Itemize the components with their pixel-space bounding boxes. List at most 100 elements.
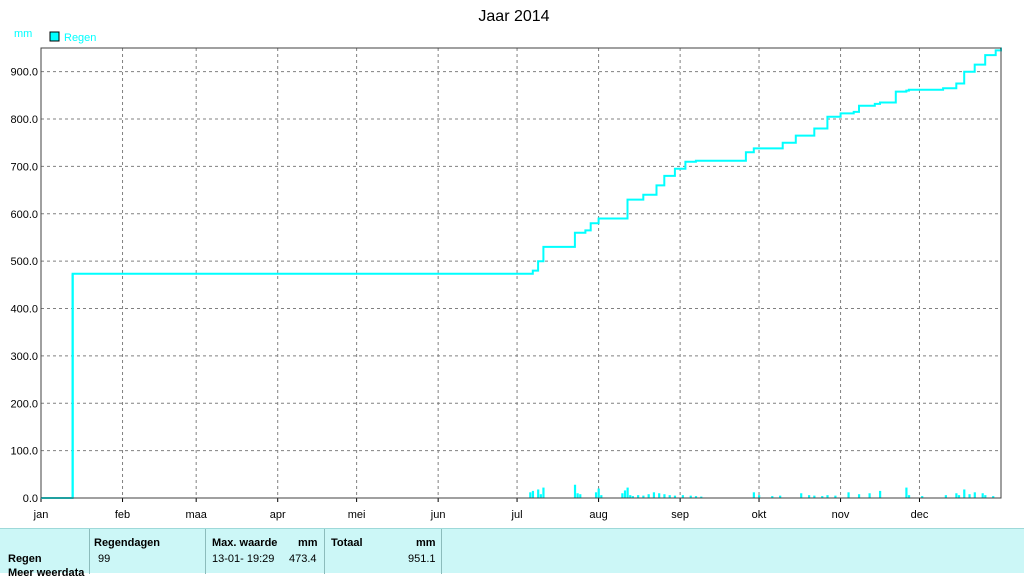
daily-rain-bar [813,495,816,498]
daily-rain-bar [821,496,824,498]
daily-rain-bar [597,488,600,498]
daily-rain-bar [668,495,671,498]
totaal-header: Totaal [331,537,363,549]
daily-rain-bar [647,494,650,498]
daily-rain-bar [857,494,861,498]
daily-rain-bar [537,489,540,498]
y-tick-label: 100.0 [10,446,38,458]
daily-rain-bar [879,490,882,498]
daily-rain-bar [800,493,803,498]
x-tick-label: maa [185,509,207,521]
daily-rain-bar [658,493,661,498]
daily-rain-bar [905,487,908,498]
max-header: Max. waarde [212,537,278,549]
daily-rain-bar [579,494,582,498]
daily-rain-bar [868,493,871,498]
daily-rain-bar [529,492,532,498]
stats-col-totaal: Totaal mm 951.1 [325,529,442,574]
daily-rain-bar [907,495,911,498]
daily-rain-bar [826,495,829,498]
x-tick-label: sep [671,509,689,521]
daily-rain-bar [957,495,961,498]
daily-rain-bar [629,495,632,498]
stats-col-max: Max. waarde mm 13-01- 19:29 473.4 [206,529,325,574]
cumulative-rain-line [41,47,1002,499]
daily-rain-bar [576,493,579,498]
daily-rain-bar [944,495,947,498]
stats-row-label: Regen [8,553,42,565]
daily-rain-bar [539,494,542,498]
daily-rain-bar [981,493,984,498]
grid [41,48,1001,498]
daily-rain-bar [921,496,924,498]
y-tick-label: 0.0 [23,493,38,505]
daily-rain-bar [758,495,761,498]
x-tick-label: aug [589,509,607,521]
y-tick-label: 900.0 [10,67,38,79]
y-tick-label: 500.0 [10,256,38,268]
daily-rain-bar [984,495,987,498]
daily-rain-bar [955,493,958,498]
y-tick-label: 600.0 [10,209,38,221]
legend-swatch [49,31,60,42]
y-tick-label: 400.0 [10,304,38,316]
x-tick-label: mei [348,509,366,521]
daily-rain-bar [973,492,976,498]
x-tick-label: apr [270,509,286,521]
totaal-value: 951.1 [408,553,436,565]
totaal-unit: mm [416,537,436,549]
x-tick-label: jan [33,509,49,521]
chart-title: Jaar 2014 [478,8,549,25]
stats-col-regendagen: Regendagen 99 [90,529,206,574]
stats-panel: Regen Meer weerdata Regendagen 99 Max. w… [0,528,1024,579]
y-axis-unit: mm [14,28,32,40]
daily-rain-bar [689,495,692,498]
daily-rain-bar [652,492,656,498]
x-axis-ticks: jan feb maa apr mei jun jul aug sep okt nov dec [33,498,929,521]
max-date: 13-01- 19:29 [212,553,275,565]
daily-rain-bar [779,495,782,498]
daily-rain-bar [847,492,850,498]
daily-rain-bar [694,496,698,498]
daily-rain-bar [626,487,629,498]
daily-rain-bar [621,493,624,498]
daily-rain-bar [808,495,811,498]
y-tick-label: 300.0 [10,351,38,363]
daily-rain-bar [631,496,634,498]
x-tick-label: okt [752,509,767,521]
daily-rain-bar [623,490,627,498]
x-tick-label: feb [115,509,130,521]
daily-rain-bar [681,495,684,498]
daily-rain-bar [834,495,837,498]
stats-row-label-2: Meer weerdata [8,567,85,579]
daily-rain-bar [771,496,774,498]
max-value: 473.4 [289,553,317,565]
legend-label: Regen [64,32,96,44]
x-tick-label: jul [511,509,523,521]
daily-rain-bar [637,495,640,498]
daily-rain-bar [752,492,755,498]
stats-row-label-col: Regen Meer weerdata [0,529,90,579]
x-tick-label: nov [832,509,850,521]
cumulative-series-line [41,47,1002,499]
y-tick-label: 800.0 [10,114,38,126]
y-axis-ticks: 0.0 100.0 200.0 300.0 400.0 500.0 600.0 700.0 80… [10,67,38,505]
y-tick-label: 200.0 [10,398,38,410]
daily-rain-bars [71,273,995,498]
max-unit: mm [298,537,318,549]
regendagen-value: 99 [98,553,111,565]
daily-rain-bar [700,496,703,498]
daily-rain-bar [531,490,535,498]
x-tick-label: jun [430,509,446,521]
daily-rain-bar [600,495,603,498]
rain-chart: Jaar 2014 mm Regen 0.0 100.0 200.0 300.0 400… [10,8,1002,521]
plot-frame [40,47,1002,499]
daily-rain-bar [542,487,545,498]
daily-rain-bar [963,489,966,498]
daily-rain-bar [594,492,598,498]
y-tick-label: 700.0 [10,161,38,173]
daily-rain-bar [968,494,971,498]
daily-rain-bar [673,495,677,498]
daily-rain-bar [642,495,645,498]
x-tick-label: dec [911,509,929,521]
